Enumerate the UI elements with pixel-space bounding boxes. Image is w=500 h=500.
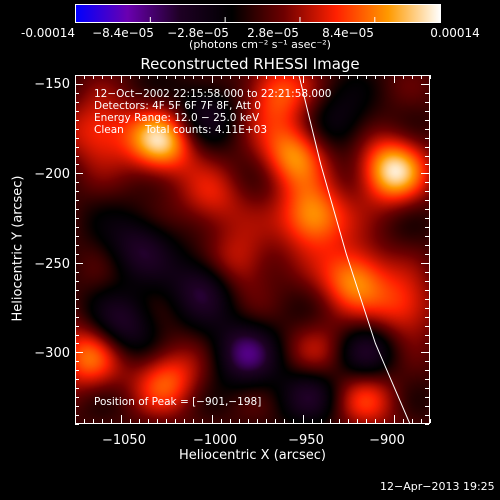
y-tick-label: −300 xyxy=(34,346,70,361)
algorithm-label: Clean xyxy=(94,124,124,136)
total-counts: Total counts: 4.11E+03 xyxy=(145,124,268,136)
y-tick-label: −150 xyxy=(34,77,70,92)
colorbar-tick-label: 2.8e−05 xyxy=(247,26,299,40)
chart-title: Reconstructed RHESSI Image xyxy=(140,55,360,73)
x-tick-label: −1000 xyxy=(193,433,237,448)
peak-position: Position of Peak = [−901,−198] xyxy=(94,396,262,408)
x-tick-label: −950 xyxy=(288,433,324,448)
colorbar-tick-label: 0.00014 xyxy=(430,26,480,40)
colorbar-unit-label: (photons cm⁻² s⁻¹ asec⁻²) xyxy=(189,38,331,51)
colorbar xyxy=(75,4,441,23)
detectors-info: Detectors: 4F 5F 6F 7F 8F, Att 0 xyxy=(94,100,261,112)
solar-limb-line xyxy=(298,74,411,425)
y-axis-label: Heliocentric Y (arcsec) xyxy=(10,175,26,322)
colorbar-tick-label: 8.4e−05 xyxy=(322,26,374,40)
x-tick-label: −1050 xyxy=(102,433,146,448)
colorbar-tick-label: −8.4e−05 xyxy=(92,26,154,40)
colorbar-tick-label: −2.8e−05 xyxy=(167,26,229,40)
timestamp: 12−Apr−2013 19:25 xyxy=(380,480,495,493)
energy-range: Energy Range: 12.0 − 25.0 keV xyxy=(94,112,260,124)
observation-time: 12−Oct−2002 22:15:58.000 to 22:21:58.000 xyxy=(94,88,332,100)
heatmap-image xyxy=(75,75,430,424)
colorbar-tick-label: -0.00014 xyxy=(21,26,75,40)
plot-frame xyxy=(75,75,430,424)
x-tick-label: −900 xyxy=(369,433,405,448)
y-tick-label: −200 xyxy=(34,167,70,182)
y-tick-label: −250 xyxy=(34,257,70,272)
x-axis-label: Heliocentric X (arcsec) xyxy=(179,448,326,463)
